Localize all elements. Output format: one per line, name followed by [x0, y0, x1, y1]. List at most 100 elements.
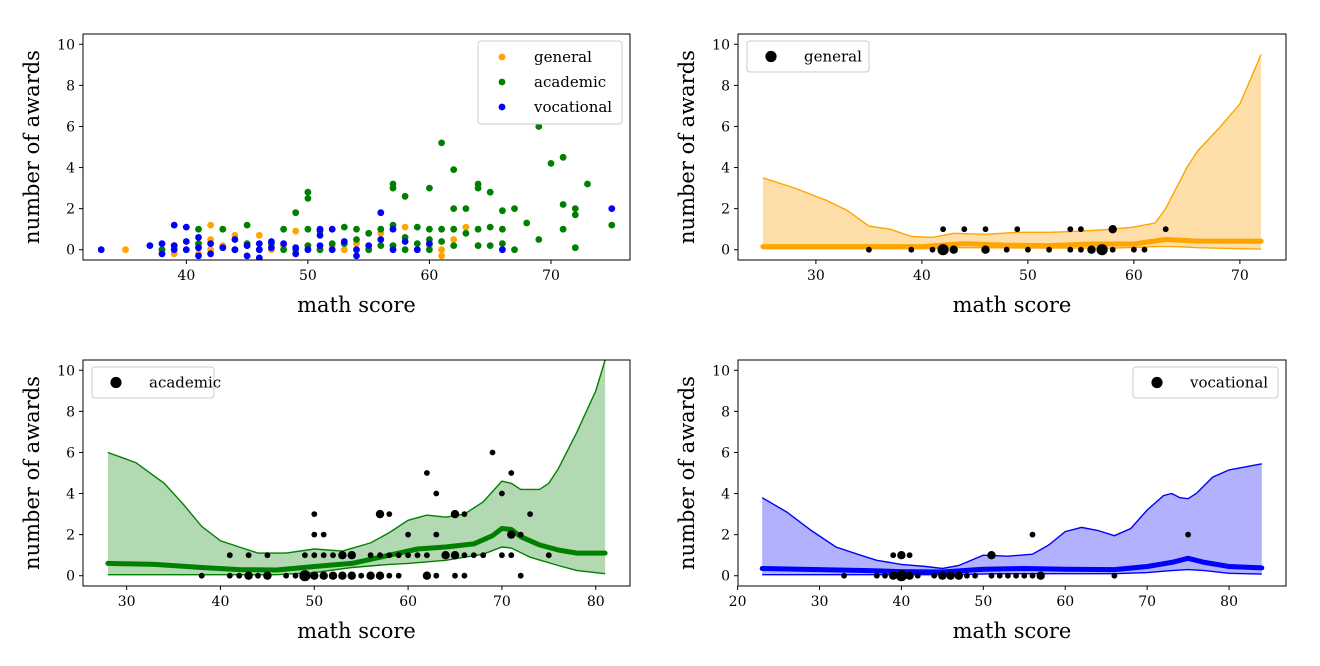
point-academic [608, 221, 616, 229]
point-vocational [316, 225, 324, 233]
point-academic [243, 221, 251, 229]
y-tick-label: 10 [57, 37, 75, 53]
observed-point [338, 551, 347, 560]
x-tick-label: 50 [1019, 268, 1037, 284]
point-academic [377, 225, 385, 233]
legend-marker-academic [498, 78, 506, 86]
observed-point [292, 572, 299, 579]
point-general [122, 246, 129, 254]
observed-point [255, 572, 261, 579]
point-academic [389, 184, 397, 192]
point-academic [499, 240, 506, 248]
observed-point [395, 552, 402, 559]
point-academic [280, 225, 287, 233]
x-axis-label: math score [953, 619, 1072, 643]
observed-point [311, 511, 318, 517]
point-vocational [268, 244, 275, 252]
observed-point [1111, 572, 1118, 579]
observed-point [1109, 246, 1116, 253]
observed-point [946, 571, 955, 580]
point-vocational [182, 223, 190, 231]
point-general [207, 221, 215, 229]
observed-point [461, 511, 468, 517]
y-tick-label: 0 [721, 569, 730, 585]
x-axis-label: math score [953, 293, 1072, 317]
x-tick-label: 60 [421, 268, 439, 284]
x-tick-label: 30 [118, 594, 136, 610]
observed-point [386, 572, 393, 579]
point-academic [523, 219, 531, 227]
observed-point [938, 571, 947, 580]
observed-point [866, 246, 872, 253]
series-academic [158, 123, 616, 254]
observed-point [330, 552, 336, 559]
observed-point [940, 226, 946, 233]
x-tick-label: 70 [493, 594, 511, 610]
point-general [292, 227, 300, 235]
legend-label: general [534, 48, 592, 66]
point-vocational [219, 244, 227, 252]
point-academic [474, 225, 482, 233]
observed-point [328, 571, 338, 580]
series-vocational [97, 205, 616, 260]
y-tick-label: 0 [721, 243, 730, 259]
observed-point [1014, 226, 1021, 233]
point-academic [426, 225, 433, 233]
x-tick-label: 60 [1125, 268, 1143, 284]
point-academic [304, 195, 312, 202]
point-vocational [170, 246, 178, 254]
observed-point [1087, 245, 1096, 254]
x-tick-label: 70 [542, 268, 560, 284]
point-vocational [608, 205, 616, 213]
point-academic [280, 246, 287, 254]
point-vocational [182, 238, 190, 245]
observed-point [450, 551, 460, 560]
observed-point [890, 552, 897, 559]
point-academic [511, 205, 518, 213]
observed-point [889, 571, 898, 580]
point-academic [353, 225, 360, 233]
point-academic [535, 123, 543, 130]
point-academic [450, 225, 458, 233]
y-tick-label: 0 [66, 569, 75, 585]
point-vocational [328, 225, 336, 233]
point-vocational [97, 246, 105, 254]
axes-frame [737, 33, 1287, 261]
point-vocational [243, 252, 251, 260]
y-tick-label: 6 [721, 445, 730, 461]
point-vocational [195, 234, 202, 241]
mean-line [760, 237, 1264, 250]
observed-point [320, 552, 327, 559]
point-academic [401, 192, 409, 200]
y-tick-label: 8 [721, 78, 730, 94]
observed-point [545, 552, 552, 559]
observed-point [908, 246, 915, 253]
point-vocational [195, 244, 202, 252]
observed-point [996, 572, 1003, 579]
point-vocational [292, 250, 300, 258]
observed-point [981, 245, 990, 254]
legend-marker-vocational [498, 103, 506, 111]
observed-point [1013, 572, 1019, 579]
point-vocational [158, 240, 166, 248]
observed-point [347, 571, 356, 580]
observed-point [299, 570, 311, 582]
legend-marker [110, 376, 122, 389]
point-academic [499, 225, 506, 233]
observed-point [1078, 226, 1084, 233]
observed-point [1162, 226, 1169, 233]
point-academic [486, 242, 494, 250]
observed-point [424, 470, 430, 476]
x-tick-label: 60 [1056, 594, 1074, 610]
legend-label: vocational [533, 98, 612, 116]
x-tick-label: 80 [587, 594, 605, 610]
point-academic [486, 223, 494, 231]
point-academic [584, 180, 591, 188]
y-tick-label: 0 [66, 243, 75, 259]
point-academic [499, 207, 506, 215]
observed-point [1046, 246, 1052, 253]
y-tick-label: 2 [66, 202, 75, 218]
observed-point [263, 571, 272, 580]
observed-point [882, 572, 888, 579]
